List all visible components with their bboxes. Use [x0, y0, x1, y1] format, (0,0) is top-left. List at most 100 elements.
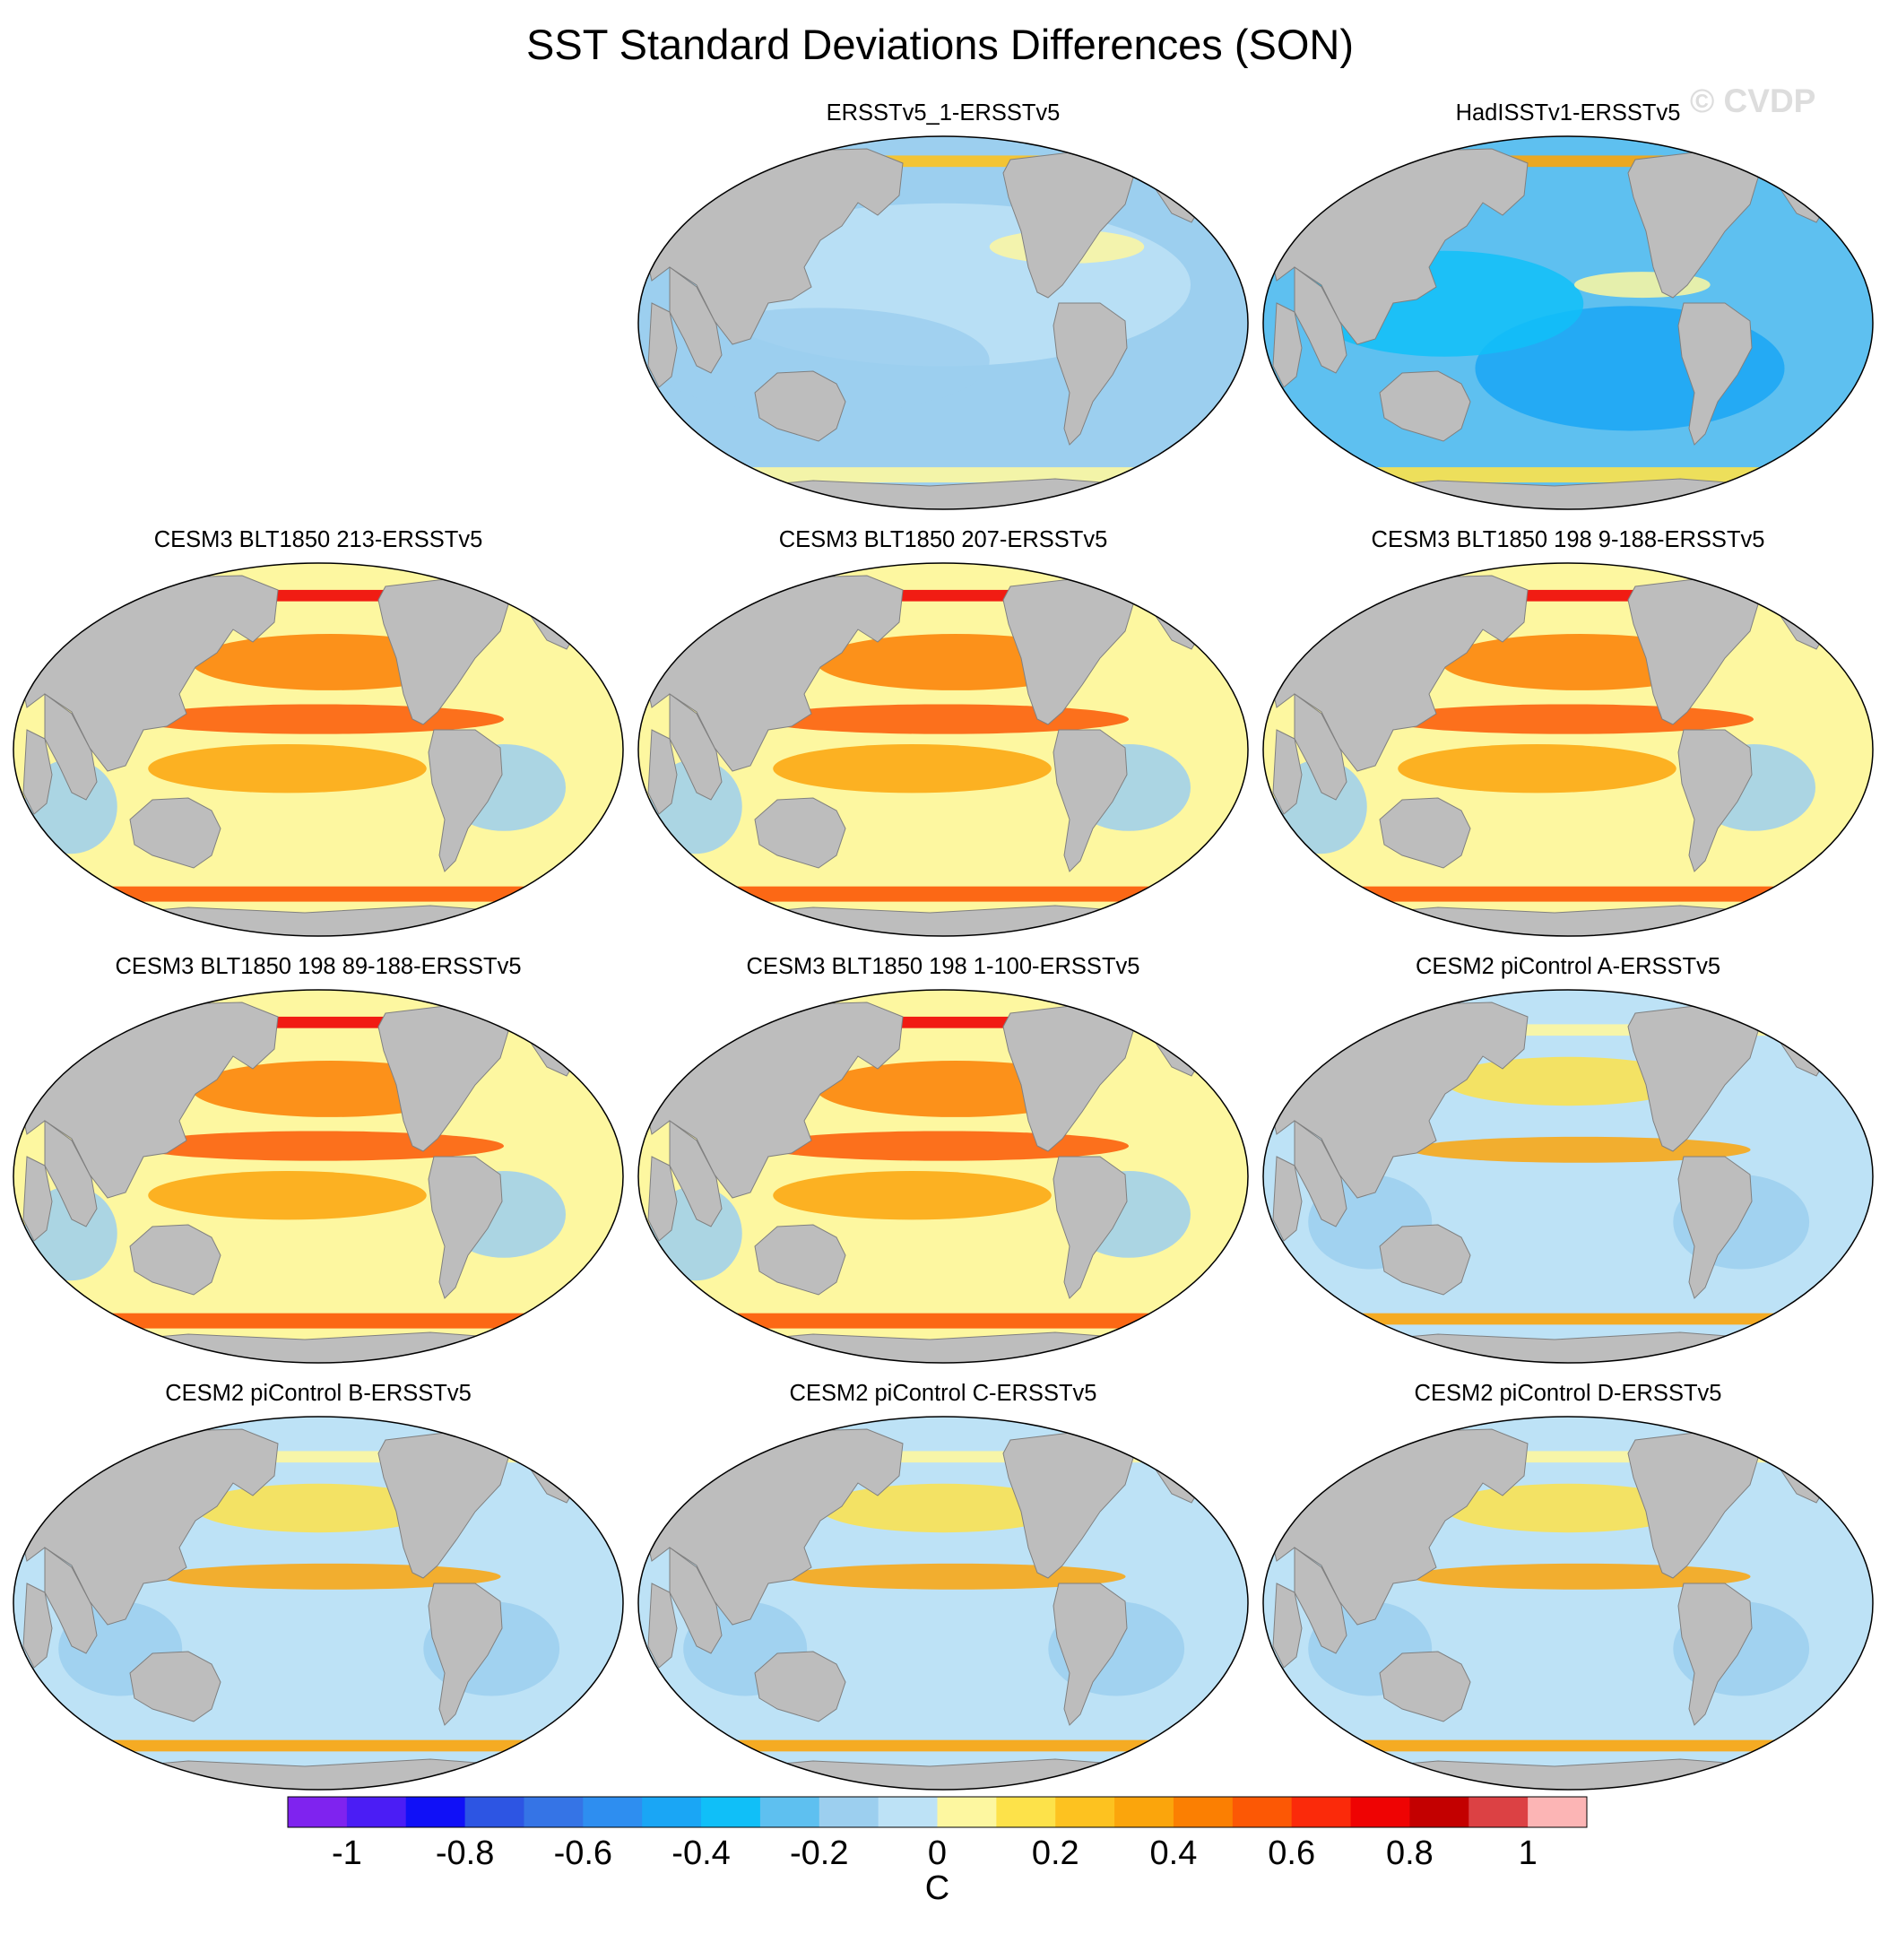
land-mass	[1677, 729, 1753, 872]
colorbar-tick-label: -0.6	[554, 1834, 612, 1872]
land-mass	[647, 729, 678, 815]
sst-map	[1262, 562, 1874, 937]
land-mass	[669, 1120, 723, 1227]
land-mass	[1272, 729, 1303, 815]
map-border	[1262, 135, 1874, 510]
colorbar-tick-label: -0.4	[671, 1834, 730, 1872]
land-mass	[1053, 302, 1128, 446]
sst-map	[13, 989, 624, 1364]
anomaly-region	[1444, 1056, 1692, 1106]
sst-map	[637, 135, 1249, 510]
sst-map	[1262, 135, 1874, 510]
map-panel: CESM2 piControl A-ERSSTv5	[1259, 954, 1877, 1375]
anomaly-region	[1398, 744, 1676, 794]
anomaly-band	[638, 589, 1248, 602]
map-panel: CESM3 BLT1850 198 9-188-ERSSTv5	[1259, 527, 1877, 949]
map-border	[637, 135, 1249, 510]
colorbar-tick-label: -0.2	[790, 1834, 848, 1872]
anomaly-region	[148, 1171, 427, 1220]
anomaly-band	[13, 589, 623, 602]
land-mass	[44, 1547, 98, 1654]
land-mass	[129, 1224, 221, 1296]
land-mass	[669, 693, 723, 801]
anomaly-band	[1263, 1451, 1873, 1463]
land-mass	[1677, 1583, 1753, 1726]
map-panel: CESM2 piControl C-ERSSTv5	[634, 1381, 1252, 1802]
anomaly-band	[638, 467, 1248, 483]
land-mass	[1294, 1120, 1347, 1227]
anomaly-region	[773, 1171, 1052, 1220]
panel-title: CESM2 piControl C-ERSSTv5	[789, 1381, 1097, 1406]
land-mass	[754, 1651, 846, 1722]
land-mass	[1379, 370, 1471, 442]
land-mass	[1053, 729, 1128, 872]
colorbar-tick-label: 0.4	[1150, 1834, 1198, 1872]
map-panel: CESM2 piControl D-ERSSTv5	[1259, 1381, 1877, 1802]
anomaly-band	[1263, 155, 1873, 168]
sst-map	[1262, 1416, 1874, 1791]
land-mass	[647, 1583, 678, 1669]
map-border	[13, 562, 624, 937]
map-border	[1262, 989, 1874, 1364]
land-mass	[428, 1583, 503, 1726]
anomaly-band	[13, 1016, 623, 1028]
anomaly-band	[13, 886, 623, 902]
land-mass	[22, 1156, 53, 1242]
anomaly-band	[13, 1739, 623, 1752]
land-mass	[428, 729, 503, 872]
colorbar-tick-label: 0	[928, 1834, 947, 1872]
panel-title: CESM3 BLT1850 198 1-100-ERSSTv5	[746, 954, 1140, 979]
sst-map	[637, 562, 1249, 937]
sst-map	[1262, 989, 1874, 1364]
land-mass	[1294, 693, 1347, 801]
land-mass	[754, 1224, 846, 1296]
anomaly-band	[1263, 1024, 1873, 1036]
anomaly-band	[638, 886, 1248, 902]
map-panel: CESM3 BLT1850 198 1-100-ERSSTv5	[634, 954, 1252, 1375]
land-mass	[44, 1120, 98, 1227]
land-mass	[647, 1156, 678, 1242]
land-mass	[428, 1156, 503, 1299]
map-border	[13, 1416, 624, 1791]
panel-title: ERSSTv5_1-ERSSTv5	[826, 100, 1061, 126]
land-mass	[754, 370, 846, 442]
map-panel: CESM3 BLT1850 207-ERSSTv5	[634, 527, 1252, 949]
land-mass	[754, 797, 846, 869]
anomaly-region	[148, 744, 427, 794]
anomaly-band	[638, 1739, 1248, 1752]
colorbar-tick-label: 0.6	[1268, 1834, 1315, 1872]
map-border	[1262, 1416, 1874, 1791]
anomaly-band	[638, 1016, 1248, 1028]
land-mass	[1053, 1156, 1128, 1299]
land-mass	[1379, 1224, 1471, 1296]
map-border	[13, 989, 624, 1364]
cvdp-watermark: © CVDP	[1690, 82, 1816, 119]
land-mass	[44, 693, 98, 801]
anomaly-band	[1263, 589, 1873, 602]
land-mass	[1272, 1583, 1303, 1669]
land-mass	[129, 797, 221, 869]
land-mass	[1677, 302, 1753, 446]
panel-title: CESM3 BLT1850 198 9-188-ERSSTv5	[1371, 527, 1765, 552]
land-mass	[129, 1651, 221, 1722]
land-mass	[1294, 266, 1347, 374]
sst-map	[13, 1416, 624, 1791]
anomaly-band	[1263, 467, 1873, 483]
anomaly-band	[638, 1313, 1248, 1329]
map-border	[637, 1416, 1249, 1791]
colorbar-tick-label: -0.8	[436, 1834, 494, 1872]
land-mass	[669, 1547, 723, 1654]
map-panel: CESM3 BLT1850 213-ERSSTv5	[9, 527, 628, 949]
sst-map	[637, 989, 1249, 1364]
colorbar-tick-label: 0.2	[1032, 1834, 1079, 1872]
anomaly-band	[1263, 1313, 1873, 1325]
map-panel: ERSSTv5_1-ERSSTv5	[634, 100, 1252, 522]
map-panel: CESM2 piControl B-ERSSTv5	[9, 1381, 628, 1802]
colorbar-tick-label: 1	[1519, 1834, 1538, 1872]
colorbar-tick-label: 0.8	[1386, 1834, 1434, 1872]
colorbar-tick-label: -1	[332, 1834, 362, 1872]
anomaly-band	[1263, 1739, 1873, 1752]
map-border	[637, 989, 1249, 1364]
anomaly-region	[773, 744, 1052, 794]
anomaly-band	[13, 1451, 623, 1463]
